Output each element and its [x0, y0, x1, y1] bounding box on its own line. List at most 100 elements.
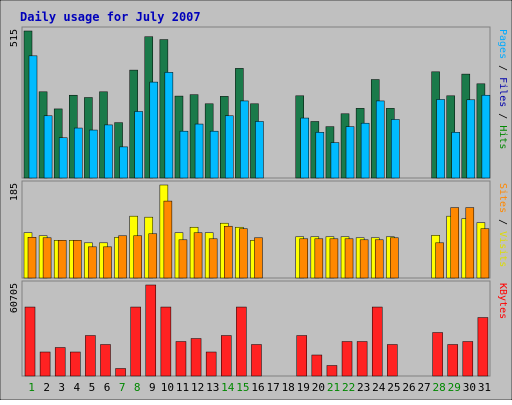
bar-kbytes-day-29 — [447, 344, 458, 377]
bar-kbytes-day-25 — [387, 344, 398, 377]
bar-pages-day-28 — [436, 99, 445, 179]
day-label: 4 — [74, 381, 81, 394]
bar-pages-day-1 — [28, 55, 38, 179]
bar-kbytes-day-22 — [341, 341, 353, 377]
bar-sites-day-1 — [27, 237, 37, 279]
bar-kbytes-day-28 — [432, 332, 443, 377]
bar-kbytes-day-31 — [477, 317, 489, 377]
legend-entry: Hits — [497, 125, 508, 149]
bar-sites-day-25 — [390, 237, 399, 279]
day-label: 12 — [191, 381, 204, 394]
bar-pages-day-22 — [345, 126, 355, 179]
bar-sites-day-30 — [465, 207, 475, 279]
bar-sites-day-21 — [329, 238, 339, 279]
day-label: 11 — [176, 381, 189, 394]
bar-pages-day-12 — [194, 123, 204, 179]
day-label: 6 — [104, 381, 111, 394]
day-label: 2 — [43, 381, 50, 394]
legend-entry: / — [497, 59, 508, 77]
bar-sites-day-14 — [224, 225, 233, 279]
day-axis: 1 2 3 4 5 6 7 8 9 10 11 12 13 14 15 16 17 18 19 20 21 22 23 24 2… — [28, 381, 491, 394]
bar-sites-day-9 — [148, 233, 158, 279]
bar-kbytes-day-30 — [462, 341, 474, 377]
bar-pages-day-3 — [58, 137, 68, 179]
bar-sites-day-11 — [178, 239, 188, 279]
day-label: 21 — [327, 381, 340, 394]
legend-entry: / — [497, 213, 508, 231]
bar-sites-day-7 — [118, 235, 127, 279]
day-label: 25 — [387, 381, 400, 394]
panel-visits: 185 Sites / Visits — [9, 180, 508, 279]
bar-pages-day-9 — [149, 81, 159, 179]
day-label: 10 — [161, 381, 174, 394]
panel-visits-ymax-label: 185 — [9, 183, 20, 201]
day-label: 20 — [312, 381, 325, 394]
panel-visits-legend: Sites / Visits — [497, 183, 508, 267]
legend-entry: Files — [497, 77, 508, 107]
bar-sites-day-28 — [435, 242, 444, 279]
bar-sites-day-22 — [344, 238, 354, 279]
legend-entry: / — [497, 107, 508, 125]
bar-pages-day-14 — [225, 115, 234, 179]
bar-kbytes-day-4 — [70, 351, 81, 377]
bar-sites-day-20 — [314, 238, 324, 279]
bar-pages-day-7 — [119, 146, 128, 179]
bar-kbytes-day-8 — [130, 306, 141, 377]
bar-pages-day-31 — [481, 94, 491, 179]
day-label: 30 — [463, 381, 476, 394]
bar-kbytes-day-19 — [296, 335, 307, 377]
day-label: 15 — [236, 381, 249, 394]
panel-hits-legend: Pages / Files / Hits — [497, 29, 508, 149]
bar-pages-day-29 — [451, 132, 460, 179]
bar-sites-day-6 — [103, 246, 112, 279]
bar-kbytes-day-20 — [311, 354, 323, 377]
bar-kbytes-day-5 — [85, 335, 96, 377]
panel-kbytes-legend: KBytes — [497, 283, 508, 319]
bar-sites-day-2 — [42, 237, 52, 279]
bar-pages-day-24 — [375, 100, 385, 179]
bar-kbytes-day-3 — [54, 347, 66, 377]
bar-pages-day-25 — [391, 119, 400, 179]
bar-kbytes-day-9 — [145, 284, 157, 377]
bar-sites-day-13 — [208, 238, 218, 279]
day-label: 26 — [402, 381, 415, 394]
day-label: 3 — [58, 381, 65, 394]
bar-pages-day-8 — [134, 111, 143, 179]
bar-kbytes-day-7 — [115, 368, 126, 377]
bar-sites-day-10 — [163, 200, 173, 279]
day-label: 1 — [28, 381, 35, 394]
bar-pages-day-19 — [300, 117, 309, 179]
bar-sites-day-15 — [239, 228, 248, 279]
bar-pages-day-15 — [240, 100, 249, 179]
bar-pages-day-30 — [466, 99, 476, 179]
bar-pages-day-21 — [330, 142, 340, 179]
bar-kbytes-day-16 — [251, 344, 262, 377]
bar-sites-day-23 — [359, 239, 369, 279]
bar-sites-day-16 — [254, 237, 263, 279]
bar-kbytes-day-21 — [326, 365, 338, 377]
bar-sites-day-4 — [73, 240, 82, 279]
legend-entry: Sites — [497, 183, 508, 213]
day-label: 27 — [417, 381, 430, 394]
bar-pages-day-4 — [74, 127, 83, 179]
day-label: 31 — [478, 381, 491, 394]
bar-kbytes-day-6 — [100, 344, 111, 377]
bar-sites-day-19 — [299, 238, 308, 279]
day-label: 9 — [149, 381, 156, 394]
bar-pages-day-16 — [255, 121, 264, 179]
bar-kbytes-day-23 — [356, 341, 368, 377]
bar-kbytes-day-14 — [221, 335, 232, 377]
day-label: 17 — [266, 381, 279, 394]
day-label: 7 — [119, 381, 126, 394]
panel-kbytes: 60705 KBytes — [9, 280, 508, 377]
bar-kbytes-day-2 — [39, 351, 51, 377]
bar-pages-day-5 — [89, 129, 98, 179]
bar-sites-day-24 — [374, 239, 384, 279]
day-label: 28 — [433, 381, 446, 394]
day-label: 23 — [357, 381, 370, 394]
bar-sites-day-5 — [88, 246, 97, 279]
bar-kbytes-day-13 — [205, 351, 217, 377]
bar-sites-day-29 — [450, 207, 459, 279]
